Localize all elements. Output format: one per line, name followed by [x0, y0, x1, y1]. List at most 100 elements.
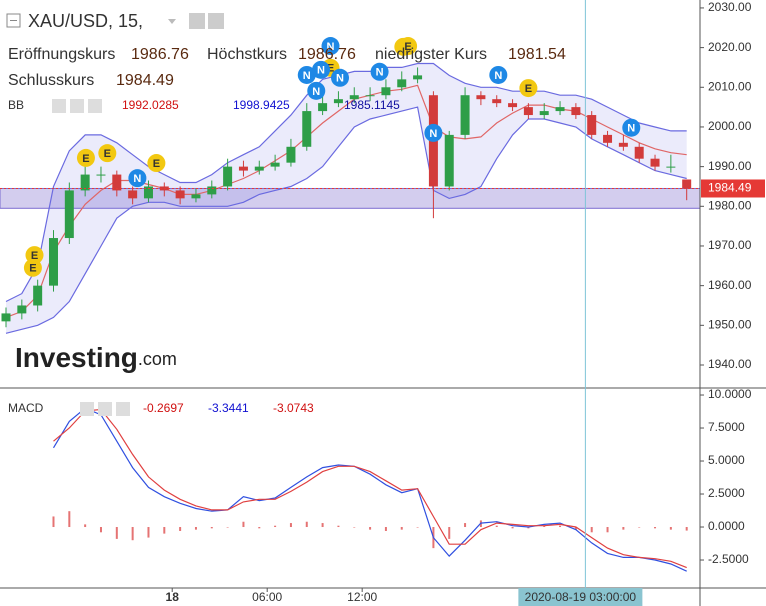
main-panel: EEEEEEEEENNNNNNNNNN [0, 37, 701, 334]
histogram-bar [337, 525, 340, 528]
event-marker [307, 81, 326, 100]
candle-body [603, 134, 613, 143]
y-tick-label: 5.0000 [708, 453, 745, 467]
event-label: E [327, 63, 334, 75]
candle-body [539, 111, 549, 116]
event-marker [25, 246, 44, 265]
event-label: E [525, 83, 532, 95]
symbol: XAU/USD, 15, [28, 11, 143, 31]
macd-readout: -0.2697 [143, 401, 184, 415]
candle-body [333, 99, 343, 104]
eye-icon[interactable] [80, 402, 94, 416]
histogram-bar [163, 527, 166, 534]
event-marker [98, 144, 117, 163]
event-marker [622, 118, 641, 137]
histogram-bar [606, 527, 609, 533]
panels: EEEEEEEEENNNNNNNNNN [0, 37, 701, 572]
event-label: E [153, 158, 160, 170]
histogram-bar [590, 527, 593, 533]
crosshair-box [518, 588, 643, 606]
eye-icon[interactable] [52, 99, 66, 113]
ohlc-value: 1986.76 [131, 46, 189, 63]
candle-body [571, 107, 581, 116]
event-marker [331, 68, 350, 87]
ohlc-label: Eröffnungskurs [8, 46, 115, 63]
histogram-bar [131, 527, 134, 541]
ohlc-label: niedrigster Kurs [375, 46, 487, 63]
histogram-bar [369, 527, 372, 530]
close-icon[interactable] [88, 99, 102, 113]
macd-line [52, 407, 687, 572]
event-label: N [376, 67, 384, 79]
histogram-bar [448, 527, 451, 539]
close-icon[interactable] [116, 402, 130, 416]
candle-body [508, 103, 518, 108]
event-label: E [29, 263, 36, 275]
candle-body [175, 190, 185, 199]
collapse-icon[interactable] [6, 13, 21, 28]
settings-icon[interactable] [208, 13, 224, 29]
histogram-bar [574, 527, 577, 530]
band-fill [6, 63, 687, 334]
histogram-bar [400, 527, 403, 530]
candle-body [397, 79, 407, 88]
event-marker [519, 79, 538, 98]
candle-body [349, 95, 359, 100]
ohlc-label: Schlusskurs [8, 72, 94, 89]
candle-body [365, 95, 375, 97]
macd-readout: -3.0743 [273, 401, 314, 415]
dropdown-icon[interactable] [168, 19, 176, 24]
histogram-bar [84, 524, 87, 528]
settings-icon[interactable] [98, 402, 112, 416]
indicator-readout: 1998.9425 [233, 98, 290, 112]
histogram-bar [305, 521, 308, 528]
histogram-bar [353, 527, 356, 528]
candle-body [191, 194, 201, 199]
logo: Investing.com [15, 342, 177, 373]
y-tick-label: 0.0000 [708, 519, 745, 533]
x-tick-label: 06:00 [252, 590, 282, 604]
candle-body [413, 75, 423, 80]
ohlc-label: Höchstkurs [207, 46, 287, 63]
macd-line [53, 408, 687, 569]
histogram-bar [384, 527, 387, 531]
y-tick-label: 7.5000 [708, 420, 745, 434]
indicator-readout: 1985.1145 [344, 98, 400, 112]
histogram-bar [464, 523, 467, 528]
y-tick-label: 1960.00 [708, 278, 752, 292]
y-tick-label: -2.5000 [708, 552, 749, 566]
logo-suffix: .com [138, 349, 177, 369]
candle-body [207, 186, 217, 195]
histogram-bar [242, 521, 245, 528]
histogram-bar [685, 527, 688, 531]
histogram-bar [147, 527, 150, 538]
x-tick-label: 18 [166, 590, 180, 604]
indicator-name: BB [8, 98, 24, 112]
event-marker [312, 60, 331, 79]
histogram-bar [638, 527, 641, 528]
event-label: N [317, 65, 325, 77]
candle-body [96, 174, 106, 176]
eye-icon[interactable] [189, 13, 205, 29]
histogram-bar [321, 523, 324, 528]
macd-panel [52, 407, 688, 572]
event-marker [76, 148, 95, 167]
histogram-bar [289, 523, 292, 528]
macd-readout: -3.3441 [208, 401, 249, 415]
histogram-bar [416, 527, 419, 528]
candle-body [64, 190, 74, 239]
candle-body [48, 238, 58, 286]
candle-body [80, 174, 90, 191]
settings-icon[interactable] [70, 99, 84, 113]
y-tick-label: 1990.00 [708, 159, 752, 173]
x-tick-label: 12:00 [347, 590, 377, 604]
candle-body [33, 285, 43, 306]
y-tick-label: 2.5000 [708, 486, 745, 500]
candle-body [476, 95, 486, 100]
histogram-bar [543, 525, 546, 528]
event-label: E [31, 250, 38, 262]
candle-body [666, 166, 676, 168]
y-tick-label: 1980.00 [708, 198, 752, 212]
candle-body [286, 146, 296, 163]
